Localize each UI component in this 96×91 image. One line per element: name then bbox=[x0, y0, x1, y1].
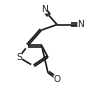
Text: S: S bbox=[16, 53, 22, 62]
Text: N: N bbox=[77, 20, 84, 29]
Text: N: N bbox=[41, 5, 48, 14]
Text: O: O bbox=[54, 75, 61, 84]
